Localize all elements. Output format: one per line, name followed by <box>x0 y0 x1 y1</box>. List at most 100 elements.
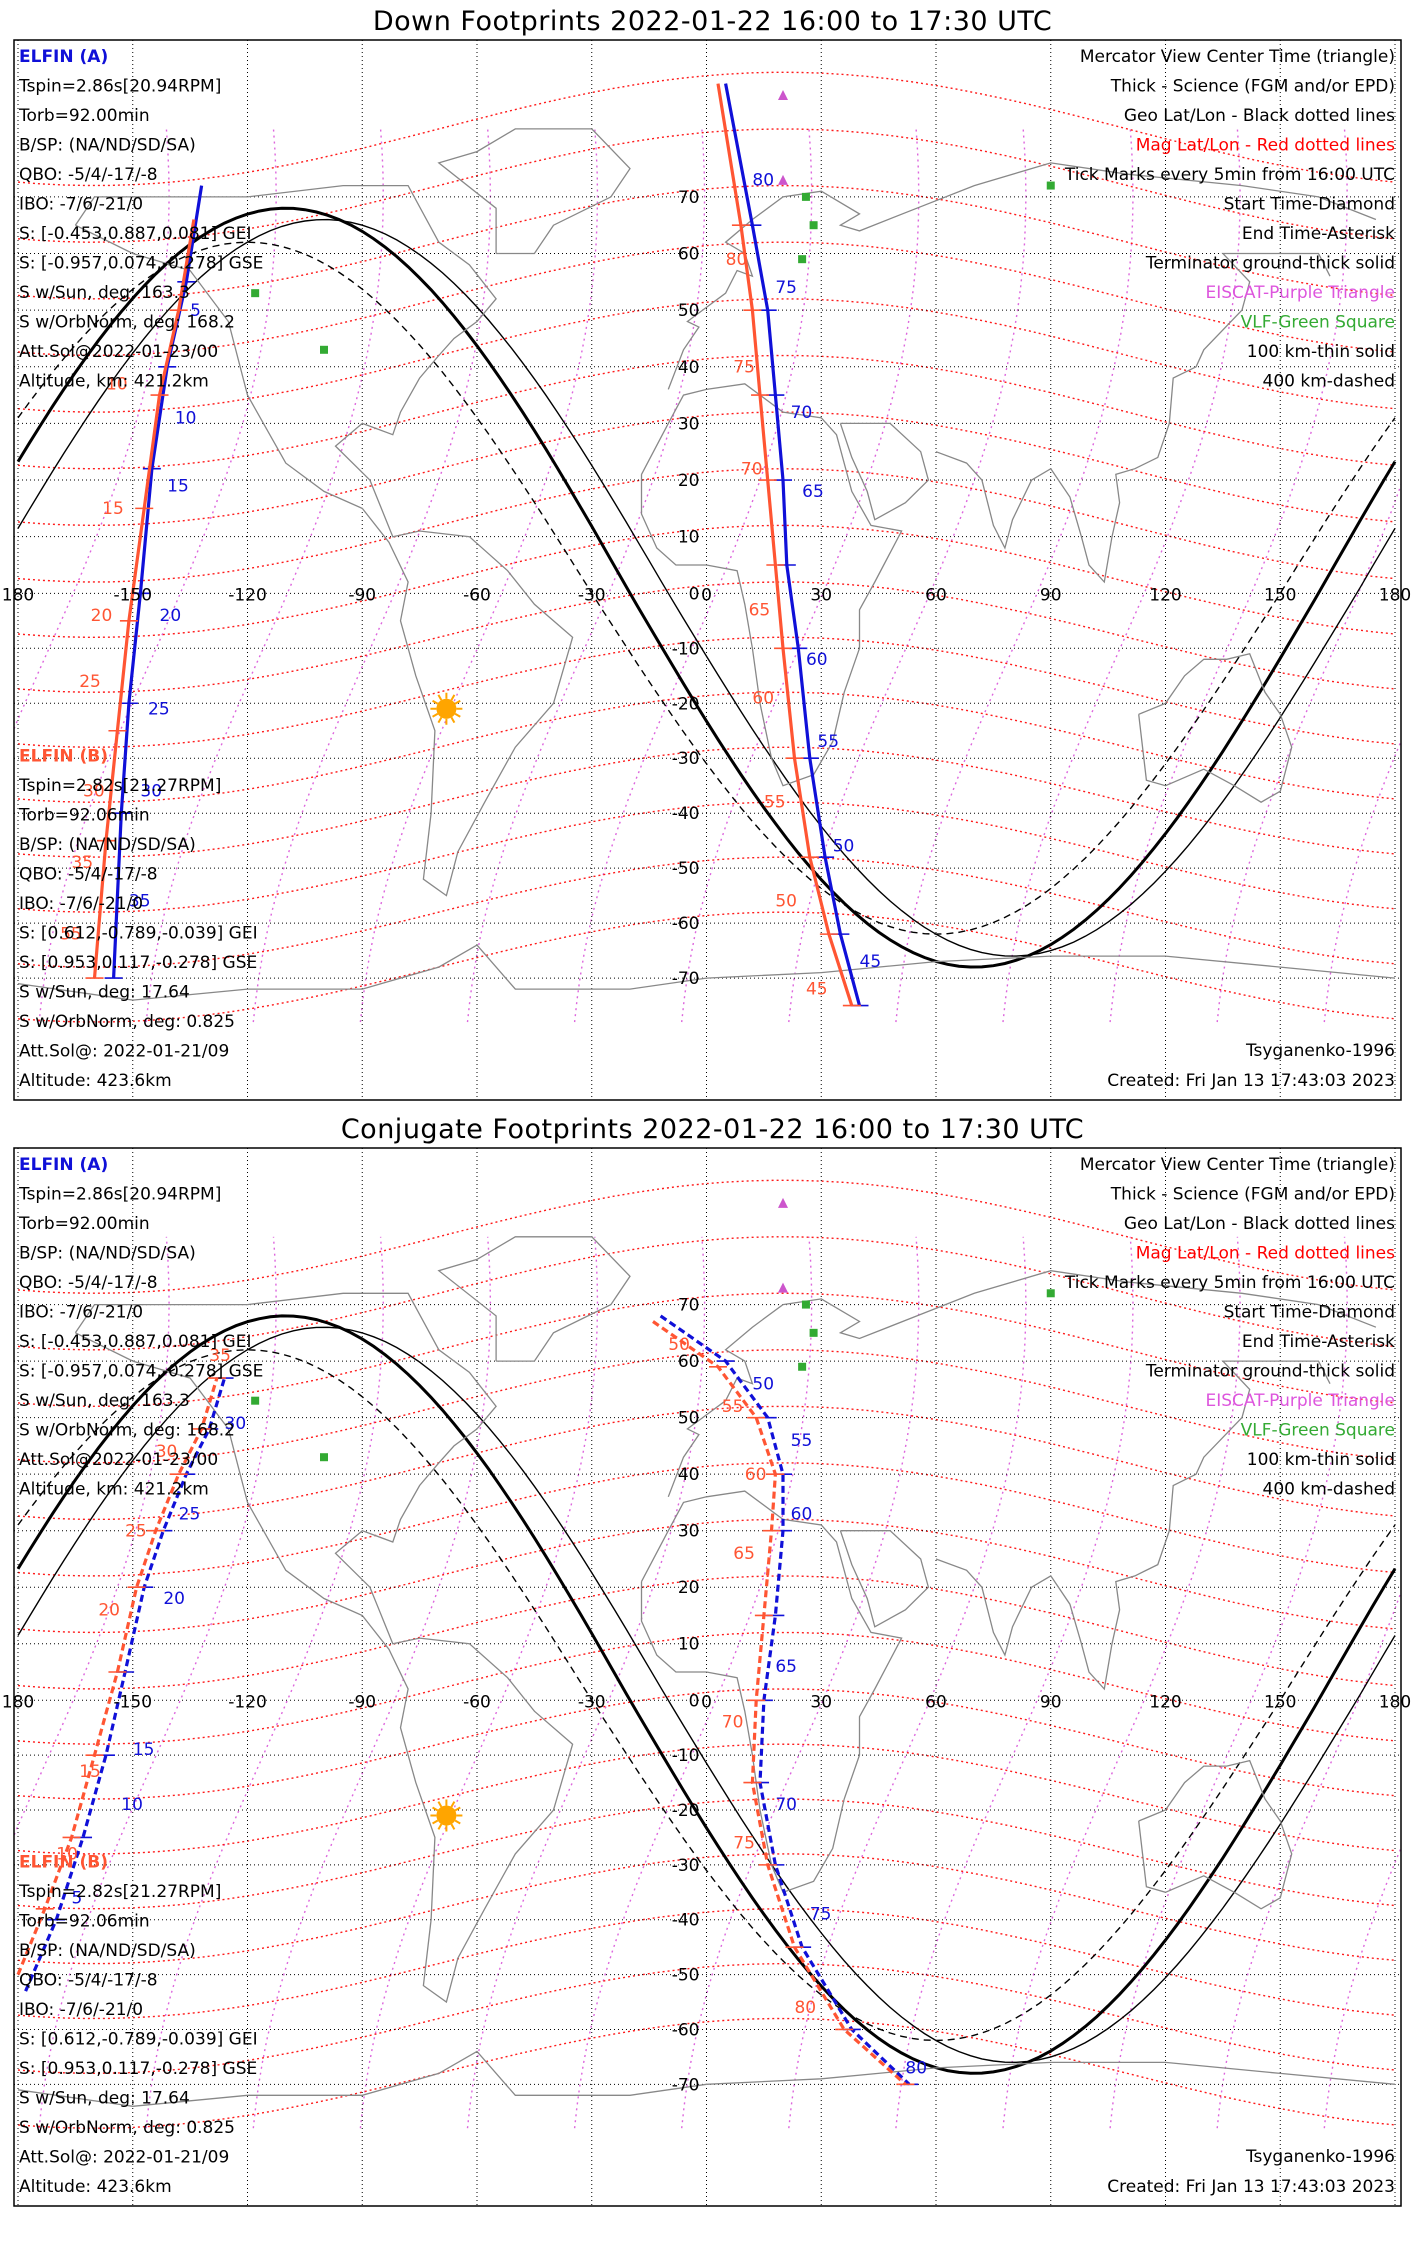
track-label: 20 <box>160 606 182 626</box>
sun-ray <box>454 712 461 718</box>
mag-meridian <box>681 1236 920 2129</box>
sun-ray <box>450 716 456 724</box>
elfin-b-info-line: Altitude: 423.6km <box>19 2177 172 2197</box>
coastline <box>640 383 903 787</box>
elfin-b-info-line: Torb=92.06min <box>18 806 150 826</box>
mag-parallel <box>17 354 1396 470</box>
legend-line: 100 km-thin solid <box>1247 1450 1395 1470</box>
track-label: 25 <box>79 672 101 692</box>
mag-meridian <box>14 1236 170 1838</box>
track-label: 75 <box>775 278 797 298</box>
track-label: 80 <box>726 250 748 270</box>
sun-ray <box>450 1801 456 1808</box>
mag-meridian <box>359 1236 599 2129</box>
track-label: 15 <box>167 476 189 496</box>
panel-1: 5 10 15 20 25 30 35 10 15 20 25 30 35 55 80 75 70 65 60 55 5… <box>2 39 1411 1101</box>
sun-ray <box>450 1823 456 1830</box>
elfin-b-info-line: B/SP: (NA/ND/SD/SA) <box>19 1941 196 1961</box>
lat-tick-label: -20 <box>672 694 700 714</box>
lon-tick-label: -60 <box>463 1692 491 1712</box>
lat-tick-label: 40 <box>678 1465 700 1485</box>
track-line <box>16 1377 219 1976</box>
track-label: 45 <box>860 952 882 972</box>
elfin-a-info-line: S: [-0.957,0.074,-0.278] GSE <box>19 254 263 274</box>
lat-tick-label: 60 <box>678 245 700 265</box>
lat-tick-label: -10 <box>672 639 700 659</box>
track-label: 20 <box>91 606 113 626</box>
elfin-b-info-line: QBO: -5/4/-17/-8 <box>19 865 158 885</box>
vlf-square <box>809 1328 818 1337</box>
track-label: 60 <box>752 688 774 708</box>
elfin-a-info-line: S w/Sun, deg: 163.3 <box>19 283 190 303</box>
terminator-line <box>17 241 1396 935</box>
lat-tick-label: 40 <box>678 358 700 378</box>
elfin-b-info-line: Att.Sol@: 2022-01-21/09 <box>19 1042 229 1062</box>
model-label: Tsyganenko-1996 <box>1245 1041 1395 1061</box>
track-line <box>112 185 204 979</box>
lat-tick-label: -50 <box>672 859 700 879</box>
track-label: 50 <box>775 892 797 912</box>
mag-parallel <box>17 801 1396 913</box>
elfin-a-info-line: QBO: -5/4/-17/-8 <box>19 1273 158 1293</box>
lat-tick-label: 0 <box>689 1691 700 1711</box>
mag-parallel <box>17 1908 1396 2020</box>
mag-meridian <box>1109 1236 1348 2129</box>
track-label: 70 <box>722 1713 744 1733</box>
lat-tick-label: 0 <box>689 584 700 604</box>
vlf-square <box>798 255 807 264</box>
lon-tick-label: -150 <box>113 585 152 605</box>
sun-ray <box>432 699 439 705</box>
lon-tick-label: -120 <box>228 1692 267 1712</box>
elfin-a-info-line: Altitude, km: 421.2km <box>19 372 209 392</box>
sun-ray <box>437 1823 443 1830</box>
elfin-a-info-line: Torb=92.00min <box>18 106 150 126</box>
elfin-b-info-line: B/SP: (NA/ND/SD/SA) <box>19 835 196 855</box>
mag-parallel <box>17 911 1396 1023</box>
mag-parallel <box>17 1688 1396 1800</box>
lon-tick-label: -90 <box>348 585 376 605</box>
legend-line: Tick Marks every 5min from 16:00 UTC <box>1064 165 1395 185</box>
legend-line: End Time-Asterisk <box>1242 1332 1395 1352</box>
lat-tick-label: -40 <box>672 804 700 824</box>
lat-tick-label: 30 <box>678 414 700 434</box>
mag-meridian <box>681 128 920 1023</box>
elfin-a-info-line: ELFIN (A) <box>19 47 108 67</box>
track-label: 80 <box>905 2058 927 2078</box>
legend-line: Tick Marks every 5min from 16:00 UTC <box>1064 1273 1395 1293</box>
mag-parallel <box>17 1743 1396 1855</box>
mag-parallel <box>17 1798 1396 1910</box>
track-label: 25 <box>125 1521 147 1541</box>
elfin-b-info-line: Torb=92.06min <box>18 1912 150 1932</box>
mag-meridian <box>145 1236 385 2129</box>
eiscat-triangle <box>778 1197 788 1208</box>
mag-meridian <box>1109 128 1348 1023</box>
lat-tick-label: -10 <box>672 1746 700 1766</box>
elfin-a-info-line: B/SP: (NA/ND/SD/SA) <box>19 1244 196 1264</box>
track-label: 55 <box>60 925 82 945</box>
elfin-a-info-line: S w/OrbNorm, deg: 168.2 <box>19 313 235 333</box>
legend-line: Mercator View Center Time (triangle) <box>1080 1155 1395 1175</box>
lat-tick-label: 30 <box>678 1522 700 1542</box>
vlf-square <box>320 345 328 354</box>
panel-1-title: Down Footprints 2022-01-22 16:00 to 17:3… <box>372 6 1053 37</box>
elfin-a-info-line: Tspin=2.86s[20.94RPM] <box>18 77 221 97</box>
legend-line: 100 km-thin solid <box>1247 342 1395 362</box>
sun-ray <box>437 716 443 724</box>
track-label: 55 <box>817 732 839 752</box>
coastline <box>74 1292 574 2004</box>
track-label: 60 <box>791 1504 813 1524</box>
elfin-b-info-line: S w/Sun, deg: 17.64 <box>19 2089 190 2109</box>
lon-tick-label: 150 <box>1264 1692 1296 1712</box>
sun-ray <box>454 1806 461 1812</box>
track-label: 60 <box>806 650 828 670</box>
track-label: 25 <box>179 1504 201 1524</box>
mag-meridian <box>1002 128 1241 1023</box>
elfin-a-info-line: S: [-0.453,0.887,0.081] GEI <box>19 1332 251 1352</box>
mag-parallel <box>17 1518 1396 1634</box>
track-label: 80 <box>752 171 774 191</box>
elfin-b-info-line: Tspin=2.82s[21.27RPM] <box>18 776 221 796</box>
legend-line: EISCAT-Purple Triangle <box>1205 1391 1395 1411</box>
elfin-a-info-line: S: [-0.453,0.887,0.081] GEI <box>19 224 251 244</box>
track-label: 70 <box>791 403 813 423</box>
lon-tick-label: 180 <box>1379 1692 1411 1712</box>
